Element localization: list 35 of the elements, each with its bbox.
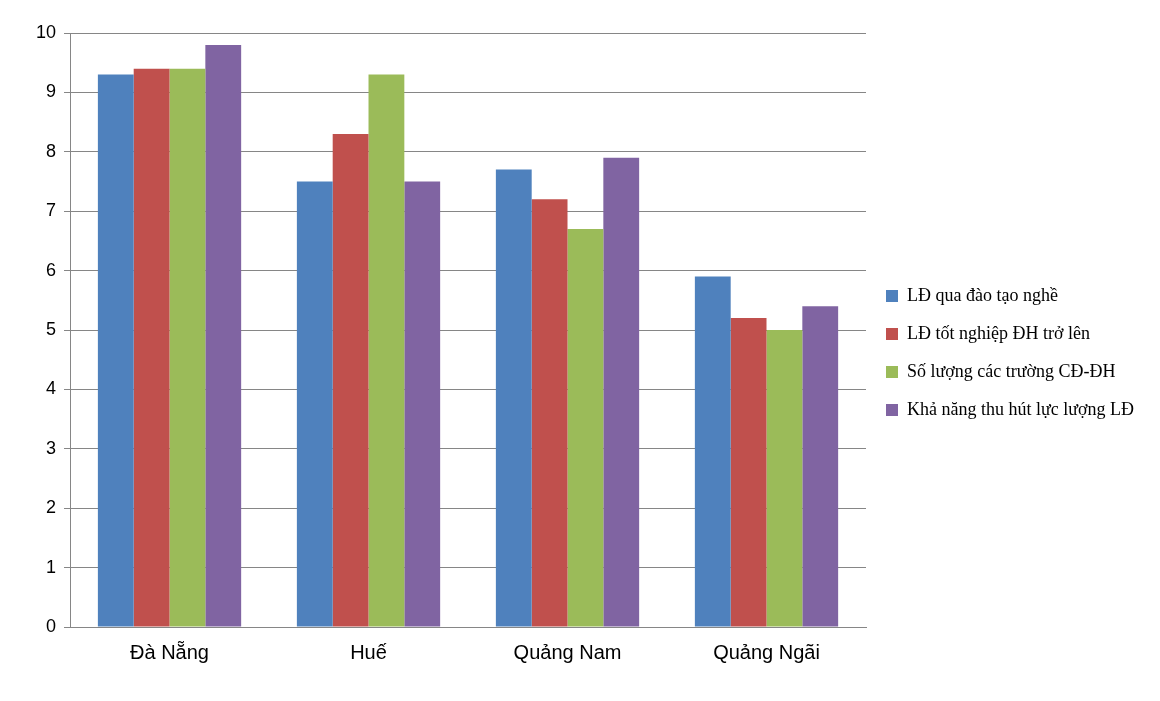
legend-label: LĐ tốt nghiệp ĐH trở lên [907,322,1090,343]
bar [332,133,369,627]
y-tick-label: 3 [46,437,57,458]
x-tick-label: Quảng Ngãi [713,640,820,663]
bar [495,169,532,627]
legend-label: Khả năng thu hút lực lượng LĐ [907,398,1134,419]
legend-label: LĐ qua đào tạo nghề [907,284,1058,305]
y-tick-label: 6 [46,259,57,280]
y-tick-label: 9 [46,81,57,102]
bar [603,157,640,627]
bar [368,74,405,627]
bar [169,68,206,627]
y-tick-label: 4 [46,378,57,399]
bar [694,276,731,627]
y-tick-label: 10 [35,21,57,42]
y-tick-label: 0 [46,615,57,636]
x-tick-label: Quảng Nam [513,640,622,663]
bar [766,330,803,627]
x-tick-label: Huế [350,640,387,663]
bar [567,229,604,627]
bar [531,199,568,627]
bar [97,74,134,627]
y-tick-label: 8 [46,140,57,161]
y-tick-label: 2 [46,497,57,518]
bar [296,181,333,627]
bar [133,68,170,627]
bar [730,318,767,627]
x-tick-label: Đà Nẵng [130,640,209,663]
y-tick-label: 5 [46,318,57,339]
legend-label: Số lượng các trường CĐ-ĐH [907,360,1116,381]
y-tick-label: 1 [46,556,57,577]
bar [802,306,839,627]
bar [205,44,242,627]
bar [404,181,441,627]
y-tick-label: 7 [46,200,57,221]
